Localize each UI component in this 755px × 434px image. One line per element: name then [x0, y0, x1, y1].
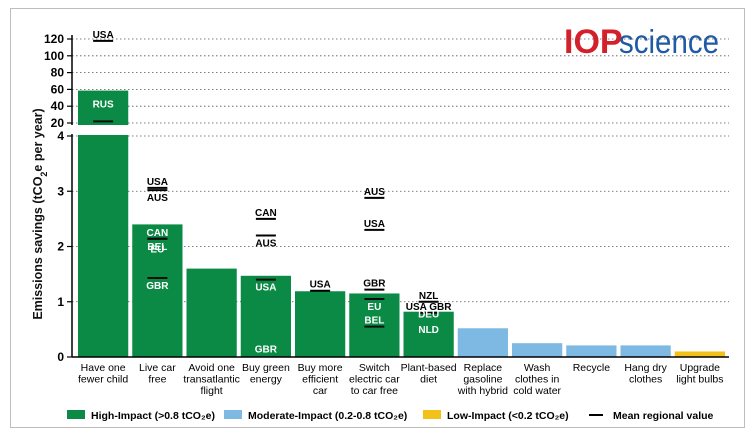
legend-swatch-moderate	[224, 410, 242, 419]
y-tick-label: 100	[44, 49, 64, 63]
iopscience-logo: IOP science	[559, 17, 729, 61]
bar	[349, 293, 400, 357]
y-tick-label: 1	[57, 295, 64, 309]
y-tick-label: 120	[44, 32, 64, 46]
bar	[295, 291, 346, 357]
legend-swatch-high	[67, 410, 85, 419]
marker-label: USA	[364, 219, 385, 230]
bar	[457, 328, 508, 357]
marker-label: AUS	[147, 193, 168, 204]
category-label: Upgrade light bulbs	[676, 362, 723, 386]
bar	[78, 135, 129, 357]
legend-label: Low-Impact (<0.2 tCO₂e)	[447, 410, 569, 422]
marker-label: NZL	[419, 291, 438, 302]
bar	[566, 345, 617, 357]
marker-label: NLD	[418, 325, 439, 336]
bar	[674, 351, 725, 357]
category-label: Recycle	[573, 362, 611, 374]
y-axis-label: Emissions savings (tCO2e per year)	[31, 108, 49, 319]
y-tick-label: 3	[57, 184, 64, 198]
legend-label: Moderate-Impact (0.2-0.8 tCO₂e)	[248, 410, 407, 422]
logo-part-iop: IOP	[564, 23, 623, 61]
marker-label: BEL	[147, 242, 167, 253]
bar-label: RUS	[93, 100, 114, 111]
y-tick-label: 60	[51, 82, 65, 96]
emissions-chart: IOP science Emissions savings (tCO2e per…	[31, 17, 729, 422]
marker-label: USA GBR	[406, 302, 453, 313]
y-tick-label: 20	[51, 116, 65, 130]
category-label: Buy more efficient car	[298, 362, 343, 397]
legend-label: Mean regional value	[613, 410, 714, 422]
bar	[240, 275, 291, 357]
logo-part-science: science	[619, 23, 719, 60]
marker-label: USA	[93, 30, 114, 41]
category-label: Buy green energy	[242, 362, 290, 386]
marker-label: BEL	[364, 316, 384, 327]
chart-frame: IOP science Emissions savings (tCO2e per…	[10, 8, 745, 428]
category-label: Switch electric car to car free	[349, 362, 400, 397]
category-label: Plant-based diet	[401, 362, 457, 386]
marker-label: AUS	[364, 187, 385, 198]
marker-label: EU	[367, 302, 381, 313]
marker-label: DEU	[418, 310, 439, 321]
legend-label: High-Impact (>0.8 tCO₂e)	[91, 410, 215, 422]
marker-label: EU	[150, 245, 164, 256]
marker-label: CAN	[147, 228, 169, 239]
marker-label: CAN	[255, 208, 277, 219]
marker-label: GBR	[363, 279, 386, 290]
category-label: Avoid one transatlantic flight	[183, 362, 240, 397]
bar	[132, 224, 183, 357]
marker-label: GBR	[146, 281, 169, 292]
category-label: Replace gasoline with hybrid	[457, 362, 508, 397]
y-tick-label: 80	[51, 66, 65, 80]
bar-upper-segment	[78, 90, 129, 125]
marker-label: AUS	[255, 238, 276, 249]
y-tick-label: 0	[57, 350, 64, 364]
axis-break	[77, 125, 130, 135]
y-tick-label: 4	[57, 129, 64, 143]
category-label: Have one fewer child	[78, 362, 128, 386]
bar	[403, 311, 454, 357]
marker-label: USA	[310, 280, 331, 291]
bar	[620, 345, 671, 357]
bar	[512, 343, 563, 357]
legend-swatch-low	[423, 410, 441, 419]
category-label: Wash clothes in cold water	[513, 362, 561, 397]
category-label: Hang dry clothes	[624, 362, 667, 386]
marker-label: USA	[147, 177, 168, 188]
marker-label: GBR	[255, 344, 278, 355]
bar	[186, 268, 237, 357]
marker-label: JPN	[93, 124, 112, 135]
y-tick-label: 2	[57, 240, 64, 254]
y-tick-label: 40	[51, 99, 65, 113]
category-label: Live car free	[139, 362, 176, 386]
marker-label: USA	[255, 283, 276, 294]
